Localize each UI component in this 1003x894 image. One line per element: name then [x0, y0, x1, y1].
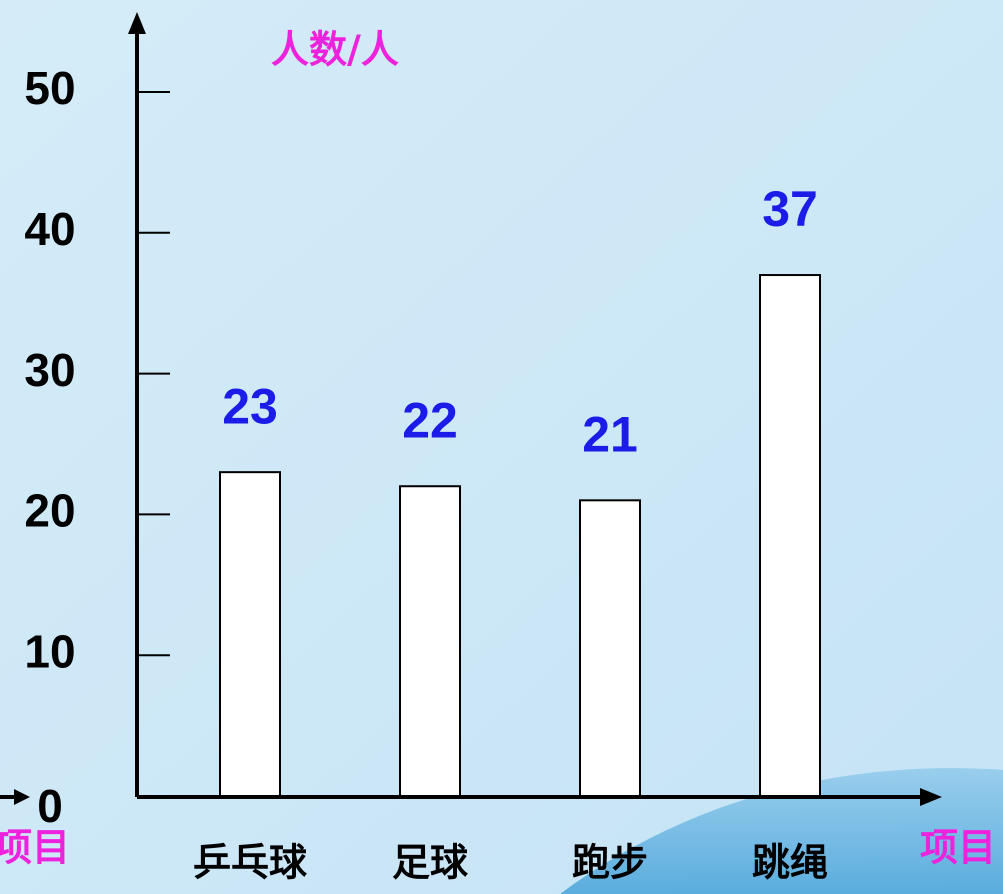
x-tick-label: 足球 [392, 840, 469, 885]
y-tick-label: 50 [24, 62, 75, 114]
value-label: 37 [762, 181, 818, 237]
value-label: 22 [402, 392, 458, 448]
bar [399, 485, 461, 797]
y-tick-label: 0 [37, 780, 63, 832]
y-axis-label: 人数/人 [271, 28, 399, 72]
x-tick-label: 跳绳 [752, 840, 828, 885]
value-label: 23 [222, 378, 278, 434]
y-axis-arrow [128, 12, 146, 34]
value-label: 21 [582, 407, 638, 463]
y-tick-label: 40 [24, 203, 75, 255]
x-axis-arrow [920, 788, 942, 806]
bar [579, 499, 641, 797]
wave-decoration [560, 768, 1003, 894]
y-tick-label: 30 [24, 344, 75, 396]
arrow-fragment-head [14, 789, 30, 805]
y-tick-label: 10 [24, 625, 75, 677]
bar [219, 471, 281, 797]
y-tick-label: 20 [24, 485, 75, 537]
x-tick-label: 跑步 [572, 840, 648, 885]
x-tick-label: 乒乓球 [193, 840, 308, 885]
x-axis-label-fragment: 项目 [0, 826, 70, 870]
x-axis-label: 项目 [920, 826, 996, 870]
bar [759, 274, 821, 798]
